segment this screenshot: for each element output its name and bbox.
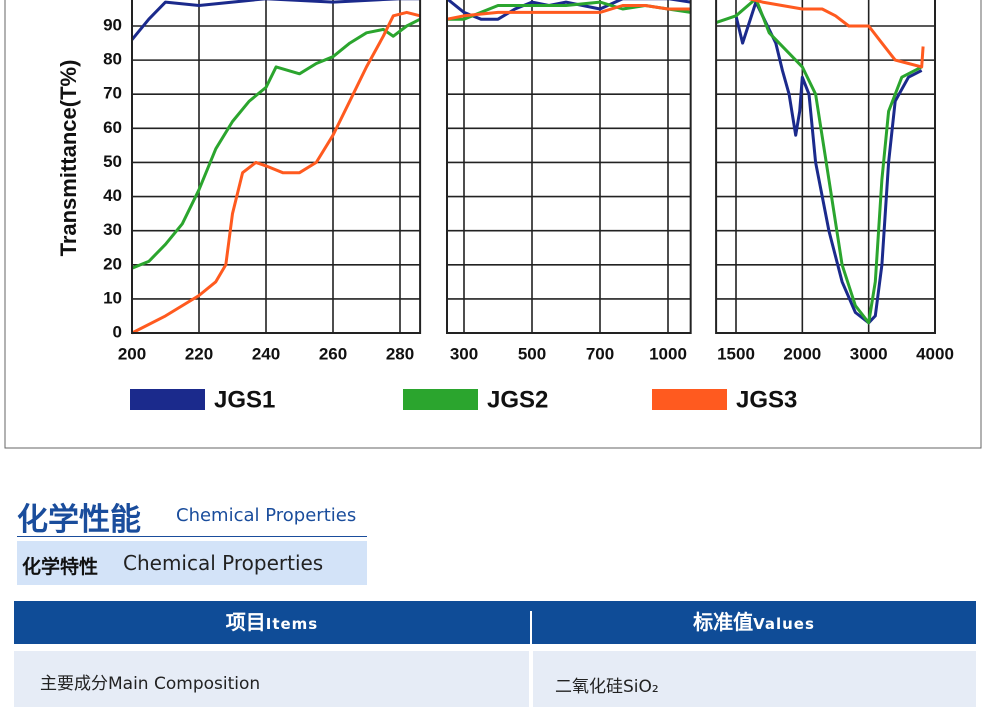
x-tick-label: 240 [252,344,280,363]
subsection-subtitle: Chemical Properties [123,551,324,575]
header-en: Items [265,615,319,633]
y-tick-label: 10 [103,288,122,307]
y-tick-label: 80 [103,50,122,69]
y-tick-label: 70 [103,84,122,103]
series-line [130,0,421,41]
y-tick-label: 90 [103,15,122,34]
table-cell: 主要成分Main Composition [14,651,529,707]
x-tick-label: 280 [386,344,414,363]
subsection-box: 化学特性 Chemical Properties [17,541,367,585]
y-tick-label: 0 [113,322,122,341]
panel-border [715,0,936,335]
section-header: 化学性能 Chemical Properties [17,490,367,538]
legend-label: JGS2 [487,386,548,413]
series-line [446,4,691,21]
x-tick-label: 700 [586,344,614,363]
series-line [131,17,421,270]
series-line [748,0,925,69]
table-cell: 二氧化硅SiO₂ [533,651,976,707]
legend-swatch [130,389,205,410]
y-tick-label: 30 [103,220,122,239]
x-tick-label: 300 [450,344,478,363]
x-tick-label: 1000 [649,344,687,363]
y-axis-label: Transmittance(T%) [56,60,81,257]
series-line [446,0,691,21]
section-title: 化学性能 [17,502,141,538]
series-line [131,10,421,335]
series-line [715,0,923,325]
series-line [734,0,923,325]
x-tick-label: 200 [118,344,146,363]
y-tick-label: 50 [103,152,122,171]
cell-text: 主要成分Main Composition [40,674,261,694]
header-cell: 标准值Values [532,601,976,644]
x-tick-label: 3000 [850,344,888,363]
y-tick-label: 20 [103,254,122,273]
header-zh: 标准值 [693,610,754,634]
x-tick-label: 1500 [717,344,755,363]
x-tick-label: 2000 [783,344,821,363]
header-zh: 项目 [225,610,266,634]
x-tick-label: 260 [319,344,347,363]
legend-label: JGS1 [214,386,275,413]
x-tick-label: 220 [185,344,213,363]
header-divider [530,611,532,644]
plot-area [447,0,691,334]
subsection-title: 化学特性 [22,556,99,578]
chart-frame [4,0,982,449]
panel-border [446,0,692,335]
legend-swatch [652,389,727,410]
section-subtitle: Chemical Properties [176,505,357,526]
header-cell: 项目Items [14,601,530,644]
legend-swatch [403,389,478,410]
x-tick-label: 4000 [916,344,954,363]
table-header: 项目Items 标准值Values [14,601,976,644]
header-en: Values [753,615,815,633]
x-tick-label: 500 [518,344,546,363]
cell-text: 二氧化硅SiO₂ [555,677,659,697]
y-tick-label: 40 [103,186,122,205]
panel-border [131,0,422,335]
y-tick-label: 60 [103,118,122,137]
chart: Transmittance(T%) 200 220 240 260 280 300 500 7… [4,0,982,449]
legend-label: JGS3 [736,386,797,413]
